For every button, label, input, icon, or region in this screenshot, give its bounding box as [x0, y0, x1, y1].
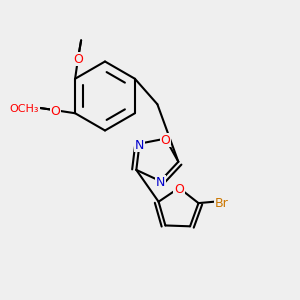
- Text: O: O: [73, 53, 83, 66]
- Text: O: O: [174, 183, 184, 196]
- Text: O: O: [51, 105, 61, 118]
- Text: Br: Br: [215, 196, 229, 210]
- Text: O: O: [51, 105, 61, 118]
- Text: OCH₃: OCH₃: [10, 104, 39, 114]
- Text: O: O: [160, 134, 170, 147]
- Text: N: N: [156, 176, 165, 189]
- Text: N: N: [135, 139, 144, 152]
